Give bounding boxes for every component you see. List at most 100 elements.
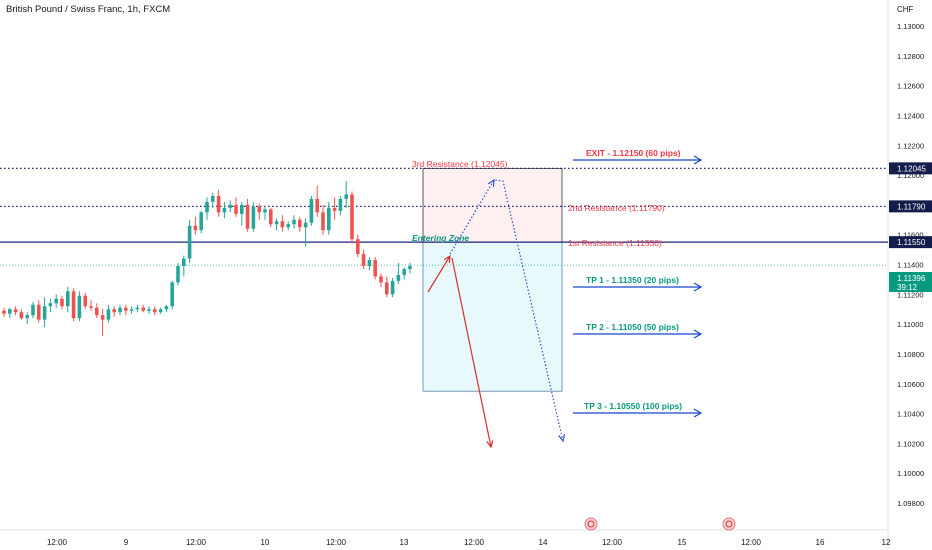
candle xyxy=(187,219,192,264)
candle xyxy=(158,307,163,314)
price-tick-label: 1.12800 xyxy=(897,52,924,61)
candle xyxy=(367,257,372,271)
candle xyxy=(71,288,76,322)
candle-body xyxy=(112,309,116,313)
candle xyxy=(48,298,53,313)
arrowhead xyxy=(558,434,566,443)
candle xyxy=(408,263,412,274)
current-price-tag: 1.11396 39:12 xyxy=(889,272,932,292)
candle-body xyxy=(373,260,377,277)
candle-body xyxy=(193,225,198,231)
candle-body xyxy=(48,303,53,307)
exit-label: EXIT - 1.12150 (60 pips) xyxy=(586,148,681,158)
candle-body xyxy=(396,274,401,281)
candle-body xyxy=(2,310,6,314)
candle-body xyxy=(263,209,267,213)
candle-body xyxy=(124,307,128,311)
candle xyxy=(66,286,70,313)
candle xyxy=(379,273,383,287)
candle xyxy=(42,297,47,328)
candle xyxy=(19,309,24,320)
projection-down-arrow xyxy=(451,257,492,448)
candle-body xyxy=(367,260,372,266)
economic-event-icon[interactable] xyxy=(722,517,736,531)
candle-body xyxy=(187,225,192,259)
time-tick-label: 10 xyxy=(261,538,270,547)
current-price-bg xyxy=(889,272,932,292)
candle xyxy=(251,201,256,232)
candle-body xyxy=(274,221,279,225)
candle xyxy=(315,185,319,217)
projection-up-arrow xyxy=(427,255,451,293)
candle-body xyxy=(385,282,389,295)
candle xyxy=(356,234,360,258)
time-tick-label: 16 xyxy=(816,538,825,547)
candle xyxy=(216,189,221,217)
candle xyxy=(303,218,308,247)
price-tick-label: 1.12600 xyxy=(897,82,924,91)
time-tick-label: 9 xyxy=(124,538,129,547)
candle xyxy=(141,304,145,313)
candle xyxy=(164,304,169,313)
arrowhead xyxy=(486,440,494,449)
level-tag-value: 1.12045 xyxy=(897,164,926,173)
candle xyxy=(385,276,389,298)
candle xyxy=(309,195,314,226)
price-tick-label: 1.10400 xyxy=(897,410,924,419)
candle-body xyxy=(141,307,145,311)
tp1-label: TP 1 - 1.11350 (20 pips) xyxy=(586,275,679,285)
candle xyxy=(31,301,35,319)
candle-body xyxy=(13,309,18,313)
candle-body xyxy=(228,204,232,208)
price-tick-label: 1.12400 xyxy=(897,111,924,120)
candle xyxy=(129,306,134,314)
time-tick-label: 12 xyxy=(882,538,891,547)
price-tick-label: 1.10000 xyxy=(897,469,924,478)
candle xyxy=(54,294,58,308)
level-price-tags: 1.12045 1.11790 1.11550 xyxy=(889,162,932,249)
candle xyxy=(321,204,325,235)
price-tick-label: 1.11400 xyxy=(897,261,924,270)
chart-title: British Pound / Swiss Franc, 1h, FXCM xyxy=(6,4,171,15)
candle xyxy=(286,221,290,231)
tp2-label: TP 2 - 1.11050 (50 pips) xyxy=(586,322,679,332)
candle-body xyxy=(402,268,406,275)
candle xyxy=(37,300,41,323)
candle-body xyxy=(303,222,308,228)
candle xyxy=(274,218,279,231)
candle-body xyxy=(361,254,366,266)
economic-event-icon[interactable] xyxy=(584,517,598,531)
candle xyxy=(222,201,227,219)
candle xyxy=(338,195,343,216)
level-tag-bg xyxy=(889,236,932,249)
price-tick-label: 1.11000 xyxy=(897,320,924,329)
price-tick-label: 1.10800 xyxy=(897,350,924,359)
arrowhead xyxy=(487,178,495,188)
candle xyxy=(292,215,296,229)
time-tick-label: 13 xyxy=(400,538,409,547)
candle-body xyxy=(182,258,186,266)
candle-body xyxy=(292,219,296,225)
candle xyxy=(263,206,267,220)
candle xyxy=(95,303,99,319)
candle-body xyxy=(153,309,157,313)
candle-body xyxy=(251,206,256,229)
candle xyxy=(234,197,238,217)
target-arrowhead xyxy=(693,155,703,165)
price-tick-label: 1.11200 xyxy=(897,290,924,299)
candle-countdown: 39:12 xyxy=(897,283,918,292)
candle xyxy=(332,197,337,220)
target-arrows xyxy=(573,155,703,418)
price-axis[interactable]: 1.13000 1.12800 1.12600 1.12400 1.12200 1.120… xyxy=(897,22,924,508)
level-tag-bg xyxy=(889,162,932,175)
candle-body xyxy=(66,291,70,307)
target-arrowhead xyxy=(693,329,703,339)
time-tick-label: 12:00 xyxy=(186,538,207,547)
tp3-label: TP 3 - 1.10550 (100 pips) xyxy=(584,401,682,411)
candle xyxy=(350,191,354,244)
time-axis[interactable]: 12:00 9 12:00 10 12:00 13 12:00 14 12:00 15 12:00 1… xyxy=(47,538,891,547)
candle-body xyxy=(147,309,151,311)
candle xyxy=(257,203,261,220)
target-zone xyxy=(422,241,563,392)
